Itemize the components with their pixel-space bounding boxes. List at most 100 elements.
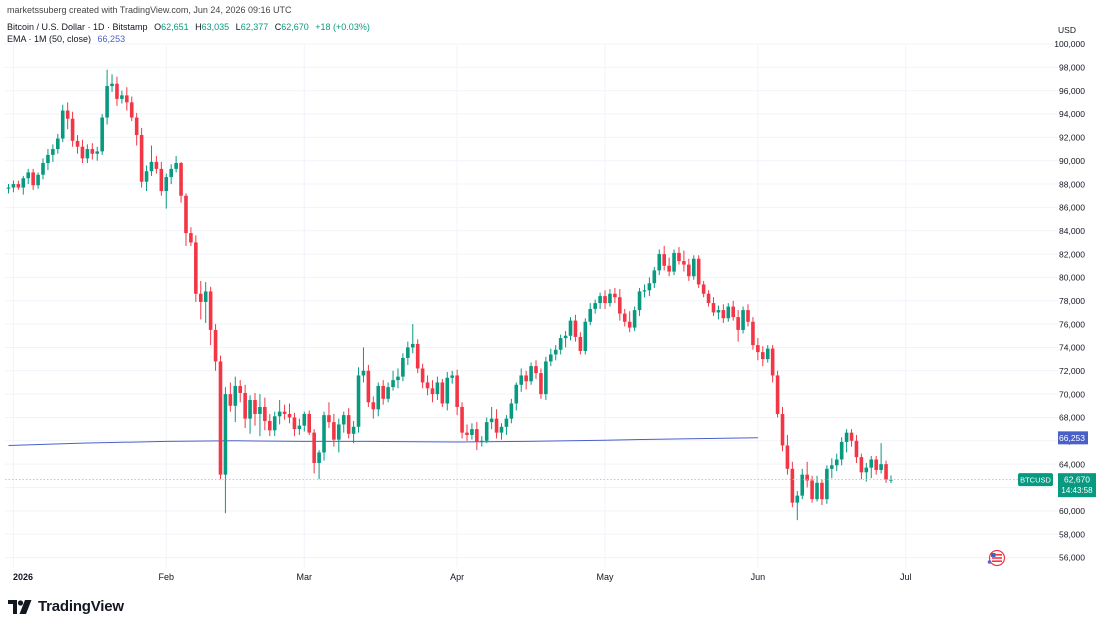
candle-body (775, 375, 780, 414)
candle-body (31, 172, 35, 186)
price-tick-label: 72,000 (1059, 366, 1085, 376)
candle-body (780, 413, 785, 446)
time-tick-label: Jul (900, 572, 912, 582)
candle (785, 434, 790, 475)
symbol-tag-text: BTCUSD (1020, 476, 1051, 485)
candle-body (401, 357, 405, 377)
candle-body (203, 291, 208, 302)
countdown-text: 14:43:58 (1061, 486, 1093, 495)
candle (391, 370, 395, 391)
candle (356, 367, 361, 433)
candle (174, 156, 178, 173)
candle-body (115, 83, 119, 99)
candle-body (721, 310, 726, 319)
candle (706, 290, 711, 307)
price-tick-label: 100,000 (1054, 39, 1085, 49)
indicator-legend[interactable]: EMA · 1M (50, close) 66,253 (7, 34, 125, 45)
candle (618, 289, 622, 321)
candle-body (396, 376, 400, 381)
candle-body (415, 343, 420, 369)
candle (746, 304, 750, 327)
candle (790, 461, 795, 508)
candle (805, 461, 809, 488)
candle-body (366, 370, 371, 403)
candle-body (854, 440, 859, 458)
candle-body (770, 348, 775, 376)
candle-body (494, 418, 499, 433)
candle (889, 475, 893, 484)
candle-body (874, 459, 878, 470)
candle (588, 303, 593, 326)
candle (312, 429, 316, 474)
candle (509, 398, 514, 424)
candle-body (632, 310, 637, 328)
candle-body (110, 83, 114, 87)
candle (85, 144, 90, 164)
candle (854, 434, 859, 463)
candle-body (307, 413, 312, 433)
candle (484, 417, 489, 444)
candle (198, 280, 203, 320)
candle (558, 334, 563, 355)
candle (208, 286, 213, 346)
candle-body (588, 308, 593, 322)
candle (667, 257, 671, 277)
candle-body (36, 174, 40, 186)
candle-body (105, 86, 109, 118)
candle-body (839, 441, 844, 460)
candle-body (56, 138, 60, 150)
last-price-tag (1058, 473, 1096, 498)
candle-body (169, 168, 173, 178)
candle-body (376, 385, 381, 410)
price-tick-label: 80,000 (1059, 273, 1085, 283)
tradingview-logo[interactable]: TradingView (8, 598, 124, 615)
candle (642, 284, 647, 298)
candle (701, 280, 706, 298)
price-tick-label: 76,000 (1059, 319, 1085, 329)
candle (672, 249, 676, 276)
candle (144, 165, 149, 192)
candle (455, 369, 459, 416)
candle (859, 453, 864, 480)
candle (292, 412, 297, 437)
us-flag-icon[interactable] (987, 549, 1006, 567)
candle-body (287, 413, 292, 418)
candle-body (509, 403, 514, 419)
price-tick-label: 90,000 (1059, 156, 1085, 166)
candle (691, 255, 696, 280)
candle-body (223, 394, 228, 475)
candle (366, 364, 371, 407)
price-currency-label: USD (1058, 25, 1076, 35)
candle (731, 300, 736, 321)
candle (549, 348, 553, 367)
candle (440, 378, 445, 407)
candle-body (479, 440, 484, 442)
candle-body (243, 392, 247, 419)
candle (425, 375, 430, 396)
candle (765, 345, 770, 363)
candle-body (198, 293, 203, 302)
candle (41, 158, 45, 180)
symbol-legend[interactable]: Bitcoin / U.S. Dollar · 1D · Bitstamp O6… (7, 22, 370, 33)
candle (553, 345, 558, 361)
candle (687, 258, 691, 281)
candle-body (435, 382, 440, 395)
candle-body (544, 361, 548, 395)
candle-body (657, 254, 662, 271)
candle (21, 175, 26, 195)
candle (494, 409, 499, 439)
candle-body (553, 349, 558, 355)
candle-body (248, 399, 252, 419)
candle-body (834, 459, 839, 466)
candle (820, 479, 824, 505)
candle-body (100, 117, 104, 152)
candle (65, 102, 70, 130)
candle-body (687, 264, 691, 277)
candle-body (228, 394, 233, 406)
candle (810, 475, 814, 503)
candle-body (765, 348, 770, 360)
candle (430, 380, 435, 403)
candle (16, 180, 21, 190)
candle (6, 184, 11, 194)
